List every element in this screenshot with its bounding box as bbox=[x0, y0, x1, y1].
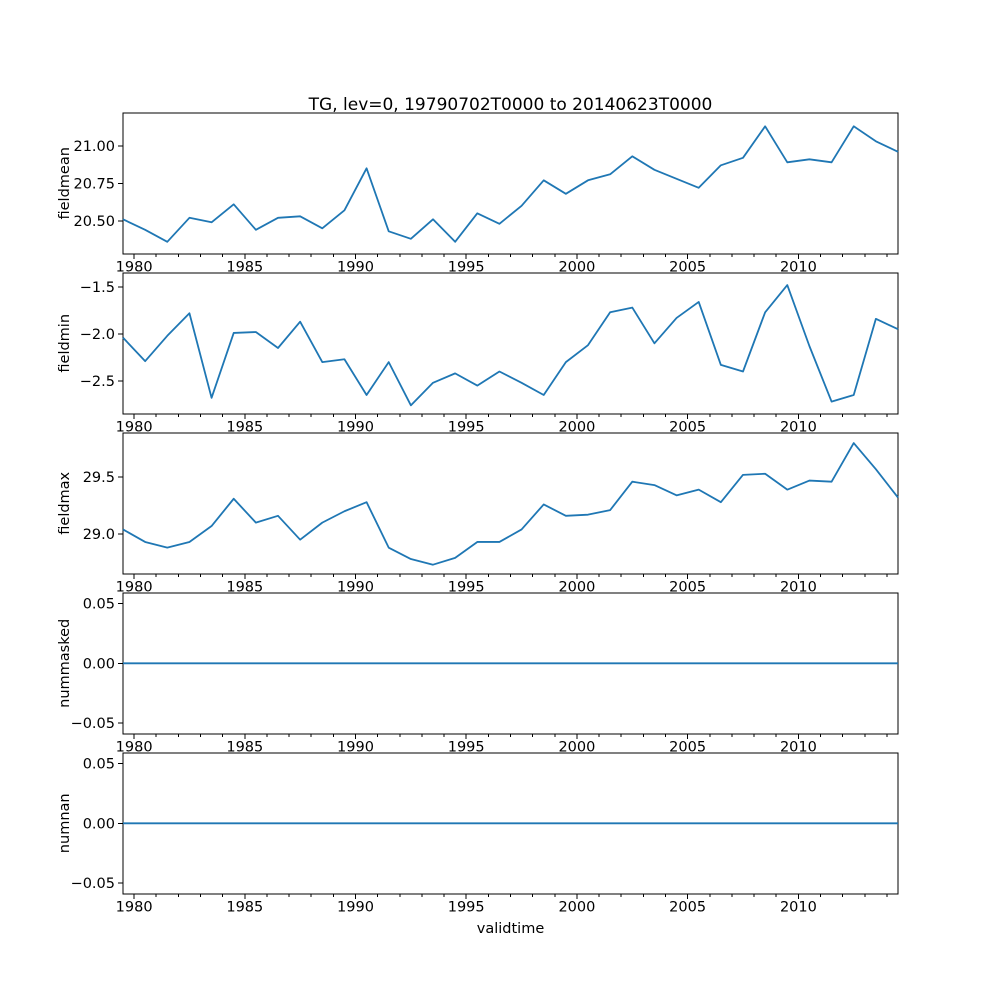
data-line-fieldmin bbox=[122, 284, 899, 407]
y-tick-label: 29.0 bbox=[83, 527, 115, 543]
x-tick-label: 2010 bbox=[780, 259, 817, 275]
x-tick-label: 1990 bbox=[337, 899, 374, 915]
x-tick-label: 1990 bbox=[337, 419, 374, 435]
x-tick-label: 2010 bbox=[780, 419, 817, 435]
subplot-nummasked: 1980 1985 1990 1995 2000 2005 2010 −0.05 0.00 0.0… bbox=[57, 592, 899, 755]
subplot-fieldmean: 1980 1985 1990 1995 2000 2005 2010 20.50 20.75 21… bbox=[57, 112, 899, 275]
x-tick-label: 1985 bbox=[226, 259, 263, 275]
x-tick-label: 1995 bbox=[448, 739, 485, 755]
x-tick-label: 2000 bbox=[558, 899, 595, 915]
data-line-fieldmax bbox=[122, 442, 899, 566]
x-tick-label: 2005 bbox=[669, 419, 706, 435]
x-tick-label: 1980 bbox=[116, 739, 153, 755]
chart-title: TG, lev=0, 19790702T0000 to 20140623T000… bbox=[308, 95, 713, 115]
x-tick-label: 1995 bbox=[448, 899, 485, 915]
y-tick-label: −0.05 bbox=[71, 716, 115, 732]
subplot-fieldmin: 1980 1985 1990 1995 2000 2005 2010 −2.5 −2.0 −1.5… bbox=[57, 272, 899, 435]
x-tick-label: 2010 bbox=[780, 579, 817, 595]
x-tick-label: 1995 bbox=[448, 419, 485, 435]
axes-frame bbox=[122, 112, 899, 255]
x-tick-label: 2010 bbox=[780, 739, 817, 755]
y-axis-label: nummasked bbox=[57, 619, 73, 708]
x-tick-label: 1990 bbox=[337, 739, 374, 755]
x-tick-label: 1985 bbox=[226, 899, 263, 915]
y-tick-label: 20.75 bbox=[73, 176, 115, 192]
x-axis-label: validtime bbox=[477, 921, 545, 937]
y-axis-label: fieldmax bbox=[57, 471, 73, 534]
x-tick-label: 1980 bbox=[116, 259, 153, 275]
y-axis-label: fieldmin bbox=[57, 314, 73, 373]
y-axis-label: numnan bbox=[57, 793, 73, 853]
x-tick-label: 1995 bbox=[448, 259, 485, 275]
y-tick-label: 21.00 bbox=[73, 139, 115, 155]
y-tick-label: 29.5 bbox=[83, 470, 115, 486]
x-tick-label: 2010 bbox=[780, 899, 817, 915]
y-axis-label: fieldmean bbox=[57, 147, 73, 219]
y-tick-label: −1.5 bbox=[80, 280, 115, 296]
x-tick-label: 1985 bbox=[226, 579, 263, 595]
axes-frame bbox=[122, 272, 899, 415]
x-tick-label: 2005 bbox=[669, 899, 706, 915]
y-tick-label: −2.5 bbox=[80, 374, 115, 390]
x-tick-label: 2005 bbox=[669, 739, 706, 755]
x-tick-label: 2000 bbox=[558, 739, 595, 755]
y-tick-label: 0.00 bbox=[83, 816, 115, 832]
y-tick-label: 0.00 bbox=[83, 656, 115, 672]
x-tick-label: 2005 bbox=[669, 579, 706, 595]
subplot-numnan: 1980 1985 1990 1995 2000 2005 2010 −0.05 0.00 0.0… bbox=[57, 752, 899, 915]
data-line-fieldmean bbox=[122, 125, 899, 243]
y-tick-label: 0.05 bbox=[83, 596, 115, 612]
y-tick-label: −0.05 bbox=[71, 876, 115, 892]
y-tick-label: −2.0 bbox=[80, 327, 115, 343]
x-tick-label: 1995 bbox=[448, 579, 485, 595]
y-tick-label: 20.50 bbox=[73, 214, 115, 230]
x-tick-label: 2000 bbox=[558, 579, 595, 595]
subplot-fieldmax: 1980 1985 1990 1995 2000 2005 2010 29.0 29.5 fiel… bbox=[57, 432, 899, 595]
x-tick-label: 2000 bbox=[558, 259, 595, 275]
x-tick-label: 1980 bbox=[116, 419, 153, 435]
x-tick-label: 1990 bbox=[337, 259, 374, 275]
x-tick-label: 2005 bbox=[669, 259, 706, 275]
x-tick-label: 1980 bbox=[116, 899, 153, 915]
subplots-group: 1980 1985 1990 1995 2000 2005 2010 20.50 20.75 21… bbox=[57, 112, 899, 915]
x-tick-label: 1985 bbox=[226, 739, 263, 755]
x-tick-label: 2000 bbox=[558, 419, 595, 435]
x-tick-label: 1990 bbox=[337, 579, 374, 595]
x-tick-label: 1985 bbox=[226, 419, 263, 435]
y-tick-label: 0.05 bbox=[83, 756, 115, 772]
axes-frame bbox=[122, 432, 899, 575]
x-tick-label: 1980 bbox=[116, 579, 153, 595]
